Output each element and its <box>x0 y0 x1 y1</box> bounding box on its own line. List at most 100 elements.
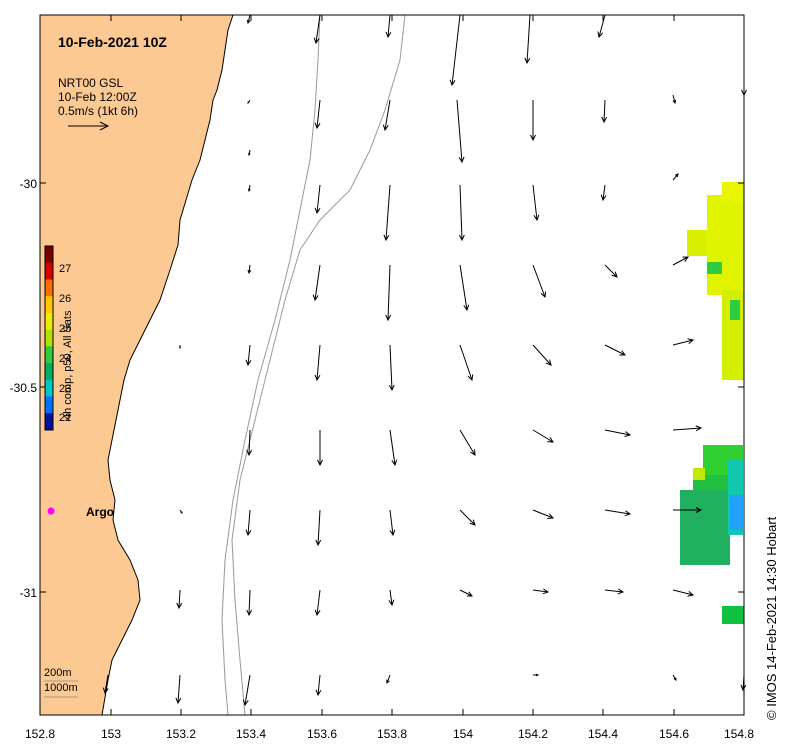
current-arrow <box>532 429 554 443</box>
argo-label: Argo <box>86 505 114 519</box>
current-arrow <box>317 430 323 467</box>
current-arrow <box>672 173 679 181</box>
current-arrow <box>604 588 625 595</box>
current-arrow <box>456 99 465 164</box>
isobath-200m <box>221 14 321 716</box>
colorbar-segment <box>45 262 53 280</box>
x-tick-label: 153.2 <box>165 727 197 741</box>
scale-arrow <box>68 121 110 131</box>
current-arrow <box>389 429 398 467</box>
current-arrow <box>672 589 695 597</box>
current-arrow <box>389 509 396 537</box>
current-arrow <box>312 264 321 302</box>
current-arrow <box>604 264 618 278</box>
current-arrow <box>246 429 253 457</box>
scale-label: 0.5m/s (1kt 6h) <box>58 104 139 118</box>
colorbar-border <box>44 245 54 431</box>
current-arrow <box>314 184 321 215</box>
current-arrow <box>672 256 689 266</box>
colorbar-segment <box>45 396 53 414</box>
current-arrow <box>382 99 391 132</box>
current-arrow <box>385 14 392 39</box>
info-block: NRT00 GSL 10-Feb 12:00Z 0.5m/s (1kt 6h) <box>58 76 138 118</box>
colorbar <box>44 245 54 431</box>
current-arrow <box>388 344 395 392</box>
current-arrow <box>246 14 251 25</box>
x-tick-label: 154.6 <box>658 727 690 741</box>
time-label: 10-Feb 12:00Z <box>58 90 137 104</box>
current-arrow <box>532 344 552 366</box>
colorbar-tick: 24 <box>59 353 72 365</box>
current-arrow <box>458 184 465 242</box>
isobath-1000m <box>231 14 406 716</box>
colorbar-segment <box>45 413 53 431</box>
x-tick-label: 154.2 <box>517 727 549 741</box>
current-arrow <box>385 264 392 322</box>
map-title: 10-Feb-2021 10Z <box>58 34 167 50</box>
axis-ticks <box>39 15 745 715</box>
x-tick-label: 154.4 <box>587 727 619 741</box>
current-arrow <box>673 507 703 513</box>
current-arrow <box>314 344 321 382</box>
current-arrow <box>672 94 677 105</box>
current-arrow <box>179 345 181 350</box>
colorbar-segment <box>45 379 53 398</box>
colorbar-segment <box>45 246 53 264</box>
current-arrow <box>314 99 321 130</box>
current-arrow <box>530 100 536 142</box>
current-arrow <box>247 99 251 104</box>
sst-patches <box>680 182 744 624</box>
credit-line: © IMOS 14-Feb-2021 14:30 Hobart <box>764 517 779 720</box>
current-arrow <box>102 674 109 695</box>
x-tick-label: 154.8 <box>723 727 755 741</box>
current-arrow <box>740 674 747 692</box>
current-arrow <box>247 184 251 193</box>
current-arrows <box>102 14 747 707</box>
current-arrow <box>386 674 391 685</box>
current-arrow <box>459 264 470 312</box>
current-arrow <box>314 589 321 617</box>
credit-text: IMOS 14-Feb-2021 14:30 Hobart <box>764 516 779 707</box>
x-tick-label: 152.8 <box>24 727 56 741</box>
current-arrow <box>175 674 182 705</box>
x-tick-label: 153 <box>100 727 122 741</box>
colorbar-segment <box>45 346 53 364</box>
current-arrow <box>604 344 626 356</box>
depth-legend-1000m: 1000m <box>44 682 78 694</box>
current-arrow <box>245 344 252 367</box>
colorbar-segment <box>45 329 53 347</box>
current-arrow <box>604 509 632 517</box>
current-arrow <box>315 674 322 697</box>
colorbar-tick: 23 <box>59 383 72 395</box>
current-arrow <box>179 509 183 514</box>
colorbar-title: 4h comp, p50, All Sats <box>62 310 74 420</box>
colorbar-segment <box>45 312 53 331</box>
current-arrow <box>532 588 550 595</box>
colorbar-segment <box>45 279 53 297</box>
current-arrow <box>532 184 540 222</box>
current-arrow <box>459 429 476 456</box>
current-arrow <box>459 589 473 597</box>
y-tick-label: -31 <box>19 586 37 600</box>
current-arrow <box>459 509 476 526</box>
product-label: NRT00 GSL <box>58 76 124 90</box>
x-tick-label: 154 <box>452 727 474 741</box>
current-arrow <box>247 149 251 157</box>
current-arrow <box>245 509 252 537</box>
current-arrow <box>459 344 474 382</box>
current-arrow <box>449 14 461 87</box>
colorbar-tick: 25 <box>59 323 72 335</box>
x-tick-label: 153.6 <box>306 727 338 741</box>
current-arrow <box>532 264 547 299</box>
current-arrow <box>672 338 695 346</box>
y-tick-label: -30.5 <box>9 381 37 395</box>
colorbar-tick: 26 <box>59 293 72 305</box>
current-arrow <box>672 425 703 432</box>
colorbar-segment <box>45 363 53 381</box>
current-arrow <box>247 264 252 275</box>
current-arrow <box>600 184 607 202</box>
current-arrow <box>388 589 395 607</box>
current-arrow <box>242 674 251 707</box>
x-tick-label: 153.4 <box>235 727 267 741</box>
